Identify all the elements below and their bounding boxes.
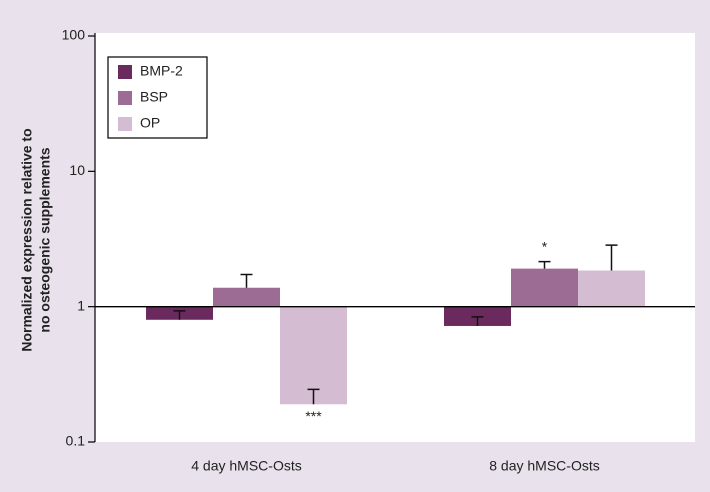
legend-label: BSP bbox=[140, 89, 168, 105]
bar bbox=[213, 287, 280, 307]
bar bbox=[578, 270, 645, 307]
x-tick-label: 4 day hMSC-Osts bbox=[191, 458, 301, 474]
y-label-line: no osteogenic supplements bbox=[37, 147, 53, 332]
legend-label: BMP-2 bbox=[140, 63, 183, 79]
y-tick-label: 100 bbox=[62, 27, 86, 43]
annotation: * bbox=[542, 238, 548, 254]
legend-label: OP bbox=[140, 115, 160, 131]
y-tick-label: 0.1 bbox=[66, 433, 86, 449]
y-tick-label: 1 bbox=[77, 297, 85, 313]
error-bar bbox=[605, 244, 618, 271]
x-tick-label: 8 day hMSC-Osts bbox=[489, 458, 599, 474]
bar bbox=[280, 306, 347, 405]
error-bar bbox=[307, 388, 320, 405]
bar bbox=[511, 268, 578, 307]
legend-swatch bbox=[118, 117, 132, 131]
error-bar bbox=[240, 273, 253, 288]
error-bar bbox=[471, 316, 484, 326]
y-tick-label: 10 bbox=[69, 162, 85, 178]
legend-swatch bbox=[118, 65, 132, 79]
error-bar bbox=[173, 310, 186, 320]
y-label: Normalized expression relative to no ost… bbox=[19, 128, 53, 351]
annotation: *** bbox=[305, 408, 322, 424]
error-bar bbox=[538, 260, 551, 269]
y-label-line: Normalized expression relative to bbox=[19, 128, 35, 351]
legend-swatch bbox=[118, 91, 132, 105]
